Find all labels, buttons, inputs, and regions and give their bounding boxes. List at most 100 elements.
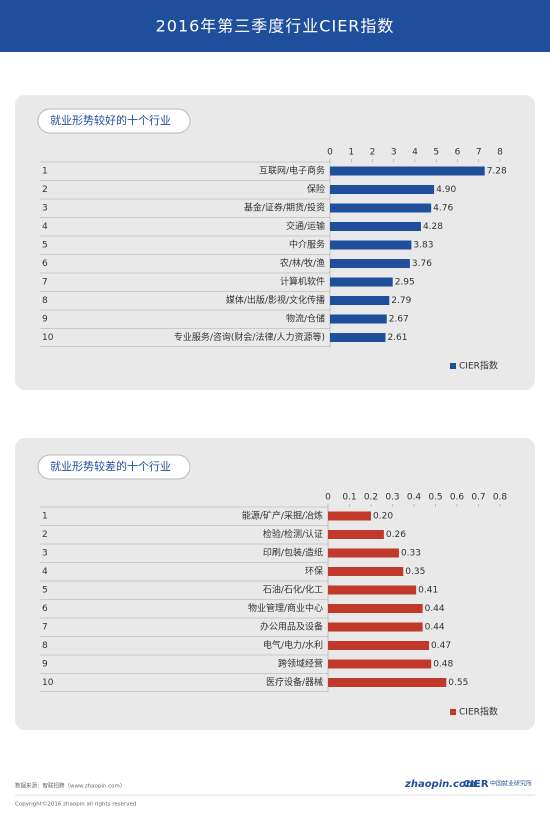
category-label: 媒体/出版/影视/文化传播 (226, 294, 325, 306)
rank-label: 2 (42, 185, 48, 195)
category-label: 办公用品及设备 (260, 621, 323, 633)
value-label: 2.79 (391, 296, 411, 306)
value-label: 7.28 (487, 167, 507, 177)
category-label: 中介服务 (289, 239, 325, 251)
header-band (0, 0, 550, 52)
category-label: 印刷/包装/造纸 (263, 547, 323, 559)
x-tick-label: 4 (412, 148, 418, 158)
bar (330, 314, 387, 324)
rank-label: 9 (42, 660, 48, 670)
bar (328, 659, 432, 669)
x-tick-label: 0.8 (493, 493, 508, 503)
value-label: 2.95 (395, 278, 415, 288)
panel (15, 95, 535, 390)
rank-label: 7 (42, 278, 48, 288)
rank-label: 3 (42, 204, 48, 214)
category-label: 石油/石化/化工 (263, 584, 323, 596)
value-label: 4.76 (433, 204, 453, 214)
page-title: 2016年第三季度行业CIER指数 (156, 17, 395, 36)
category-label: 交通/运输 (286, 220, 325, 232)
value-label: 0.20 (373, 512, 393, 522)
category-label: 物流/仓储 (286, 313, 325, 325)
rank-label: 5 (42, 586, 48, 596)
category-label: 专业服务/咨询(财会/法律/人力资源等) (174, 331, 325, 343)
x-tick-label: 0.2 (364, 493, 378, 503)
bar (330, 259, 410, 268)
bar (330, 203, 432, 213)
bar (328, 641, 430, 650)
chart-title: 就业形势较好的十个行业 (50, 113, 171, 127)
chart-title: 就业形势较差的十个行业 (50, 459, 171, 473)
rank-label: 8 (42, 296, 48, 306)
source-note: 数据来源：智联招聘（www.zhaopin.com） (15, 782, 125, 790)
title-pill (37, 454, 191, 480)
bar (330, 166, 485, 176)
x-tick-label: 0.5 (428, 493, 442, 503)
legend-label: CIER指数 (459, 360, 498, 372)
value-label: 0.35 (405, 567, 425, 577)
x-tick-label: 0 (327, 148, 333, 158)
x-tick-label: 0 (325, 493, 331, 503)
x-tick-label: 2 (370, 148, 376, 158)
x-tick-label: 0.7 (471, 493, 485, 503)
value-label: 0.41 (418, 586, 438, 596)
value-label: 0.48 (433, 660, 453, 670)
logo-cier: CIER (463, 779, 489, 790)
x-tick-label: 0.1 (342, 493, 356, 503)
category-label: 基金/证券/期货/投资 (244, 202, 325, 214)
category-label: 保险 (307, 183, 325, 195)
category-label: 医疗设备/器械 (266, 676, 323, 688)
bar (330, 185, 435, 194)
category-label: 能源/矿产/采掘/冶炼 (242, 510, 323, 522)
title-pill (37, 108, 191, 134)
category-label: 计算机软件 (280, 276, 325, 288)
category-label: 环保 (305, 565, 323, 577)
bar (328, 567, 404, 576)
copyright: Copyright©2016 zhaopin all rights reserv… (15, 801, 136, 808)
bar (330, 240, 412, 250)
value-label: 0.26 (386, 530, 406, 540)
bar (328, 511, 371, 521)
x-tick-label: 5 (433, 148, 439, 158)
bar (330, 333, 386, 342)
category-label: 跨领域经营 (278, 658, 323, 670)
panel (15, 438, 535, 730)
bar (328, 604, 423, 613)
bar (330, 277, 393, 287)
rank-label: 9 (42, 315, 48, 325)
rank-label: 7 (42, 623, 48, 633)
category-label: 电气/电力/水利 (263, 639, 323, 651)
rank-label: 3 (42, 549, 48, 559)
legend-label: CIER指数 (459, 706, 498, 718)
bar (328, 530, 384, 539)
rank-label: 5 (42, 241, 48, 251)
category-label: 互联网/电子商务 (259, 165, 325, 177)
x-tick-label: 8 (497, 148, 503, 158)
x-tick-label: 0.3 (385, 493, 399, 503)
value-label: 4.28 (423, 222, 443, 232)
bar (330, 222, 421, 231)
category-label: 检验/检测/认证 (263, 528, 323, 540)
category-label: 农/林/牧/渔 (280, 257, 325, 269)
value-label: 2.61 (387, 333, 407, 343)
value-label: 2.67 (389, 315, 409, 325)
rank-label: 1 (42, 512, 48, 522)
value-label: 0.47 (431, 641, 451, 651)
rank-label: 1 (42, 167, 48, 177)
bar (328, 678, 447, 687)
bar (330, 296, 390, 305)
legend-swatch (450, 363, 456, 369)
legend-swatch (450, 709, 456, 715)
value-label: 0.55 (448, 678, 468, 688)
rank-label: 10 (42, 678, 54, 688)
rank-label: 2 (42, 530, 48, 540)
rank-label: 8 (42, 641, 48, 651)
value-label: 0.44 (425, 604, 445, 614)
value-label: 3.83 (413, 241, 433, 251)
rank-label: 6 (42, 259, 48, 269)
bar (328, 548, 399, 558)
rank-label: 4 (42, 567, 48, 577)
value-label: 3.76 (412, 259, 432, 269)
value-label: 4.90 (436, 185, 456, 195)
